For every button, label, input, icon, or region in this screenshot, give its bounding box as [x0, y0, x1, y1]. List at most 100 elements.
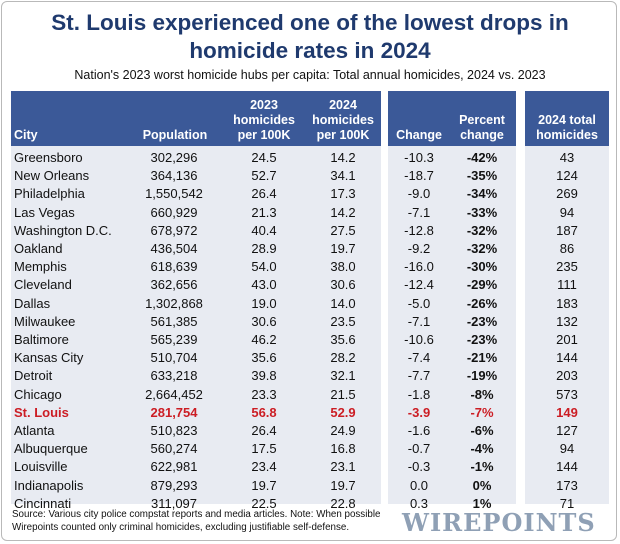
cell-city: Oakland [14, 241, 63, 256]
cell-city: Dallas [14, 295, 51, 311]
source-note: Source: Various city police compstat rep… [12, 509, 381, 533]
cell-population: 510,704 [150, 350, 198, 366]
cell-change: 0.0 [409, 477, 429, 493]
table-row: Kansas City 510,704 35.6 28.2 -7.4 -21% 144 [2, 349, 616, 367]
cell-city: Baltimore [14, 332, 69, 347]
cell-2024-total: 86 [559, 241, 575, 256]
table-row: Washington D.C. 678,972 40.4 27.5 -12.8 -32% 1… [2, 222, 616, 240]
cell-percent-change: -8% [470, 386, 494, 402]
cell-city: Las Vegas [14, 204, 75, 220]
cell-2023-rate: 28.9 [251, 241, 277, 256]
cell-city: Cleveland [14, 277, 72, 293]
table-row-highlighted: St. Louis 281,754 56.8 52.9 -3.9 -7% 149 [2, 404, 616, 422]
cell-2024-rate: 14.0 [330, 295, 356, 311]
cell-city: Kansas City [14, 350, 84, 366]
cell-2024-total: 94 [559, 204, 575, 220]
table-row: Chicago 2,664,452 23.3 21.5 -1.8 -8% 573 [2, 386, 616, 404]
cell-city: Cincinnati [14, 495, 72, 511]
cell-population: 622,981 [150, 459, 198, 475]
cell-2023-rate: 35.6 [251, 350, 277, 366]
cell-2024-rate: 27.5 [330, 222, 356, 238]
cell-percent-change: -29% [466, 277, 498, 293]
band-main [11, 146, 381, 504]
cell-change: -1.8 [407, 386, 431, 402]
col-header-2023-rate: 2023 homicides per 100K [233, 98, 295, 142]
cell-percent-change: -34% [466, 186, 498, 202]
col-header-change: Change [396, 128, 442, 142]
table-row: Cleveland 362,656 43.0 30.6 -12.4 -29% 111 [2, 276, 616, 294]
cell-city: Atlanta [14, 423, 55, 438]
cell-change: -18.7 [404, 168, 434, 184]
cell-change: -10.3 [404, 150, 434, 165]
col-header-2024-rate: 2024 homicides per 100K [312, 98, 374, 142]
cell-change: -0.3 [407, 459, 431, 475]
cell-2024-rate: 23.1 [330, 459, 356, 475]
cell-change: -16.0 [404, 259, 434, 275]
cell-2023-rate: 24.5 [251, 150, 277, 165]
cell-city: Memphis [14, 259, 67, 275]
cell-2024-total: 94 [559, 441, 575, 457]
cell-2024-total: 573 [556, 386, 578, 402]
cell-change: -3.9 [407, 404, 431, 420]
cell-percent-change: -33% [466, 204, 498, 220]
table-row: Oakland 436,504 28.9 19.7 -9.2 -32% 86 [2, 240, 616, 258]
cell-population: 2,664,452 [145, 386, 203, 402]
cell-city: Washington D.C. [14, 222, 112, 238]
cell-2023-rate: 19.7 [251, 477, 277, 493]
cell-percent-change: -26% [466, 295, 498, 311]
cell-2024-total: 71 [559, 495, 575, 511]
table-row: Milwaukee 561,385 30.6 23.5 -7.1 -23% 132 [2, 313, 616, 331]
cell-2024-rate: 14.2 [330, 150, 356, 165]
cell-2024-rate: 30.6 [330, 277, 356, 293]
cell-2023-rate: 17.5 [251, 441, 277, 457]
col-header-city: City [14, 128, 38, 142]
table-row: Philadelphia 1,550,542 26.4 17.3 -9.0 -34% 269 [2, 185, 616, 203]
cell-2024-rate: 19.7 [330, 241, 356, 256]
cell-2024-rate: 22.8 [330, 495, 356, 511]
cell-change: -12.4 [404, 277, 434, 293]
cell-2023-rate: 30.6 [251, 313, 277, 329]
cell-population: 311,097 [150, 495, 198, 511]
cell-2023-rate: 19.0 [251, 295, 277, 311]
cell-2023-rate: 23.3 [251, 386, 277, 402]
cell-population: 633,218 [150, 368, 198, 384]
cell-percent-change: -35% [466, 168, 498, 184]
cell-population: 510,823 [150, 423, 198, 438]
cell-change: -1.6 [407, 423, 431, 438]
cell-2024-total: 201 [556, 332, 578, 347]
cell-2024-total: 183 [556, 295, 578, 311]
cell-2024-rate: 16.8 [330, 441, 356, 457]
col-header-percent-change: Percent change [459, 113, 505, 142]
cell-2024-rate: 23.5 [330, 313, 356, 329]
cell-2024-total: 203 [556, 368, 578, 384]
cell-2024-total: 149 [556, 404, 578, 420]
cell-change: -9.0 [407, 186, 431, 202]
cell-2023-rate: 46.2 [251, 332, 277, 347]
cell-city: Milwaukee [14, 313, 76, 329]
cell-2023-rate: 43.0 [251, 277, 277, 293]
cell-percent-change: -4% [470, 441, 494, 457]
cell-population: 436,504 [150, 241, 198, 256]
wirepoints-logo: WIREPOINTS [402, 508, 596, 537]
cell-city: St. Louis [14, 404, 69, 420]
cell-percent-change: 0% [472, 477, 492, 493]
cell-2024-total: 124 [556, 168, 578, 184]
cell-2024-rate: 34.1 [330, 168, 356, 184]
cell-2024-rate: 32.1 [330, 368, 356, 384]
cell-percent-change: -6% [470, 423, 494, 438]
cell-change: 0.3 [409, 495, 429, 511]
table-row: Las Vegas 660,929 21.3 14.2 -7.1 -33% 94 [2, 204, 616, 222]
cell-population: 281,754 [150, 404, 198, 420]
cell-city: Philadelphia [14, 186, 85, 202]
cell-2024-total: 235 [556, 259, 578, 275]
cell-percent-change: -32% [466, 222, 498, 238]
cell-population: 362,656 [150, 277, 198, 293]
cell-2024-rate: 19.7 [330, 477, 356, 493]
chart-subtitle: Nation's 2023 worst homicide hubs per ca… [74, 68, 546, 82]
cell-2023-rate: 26.4 [251, 186, 277, 202]
table-row: Atlanta 510,823 26.4 24.9 -1.6 -6% 127 [2, 422, 616, 440]
cell-percent-change: -21% [466, 350, 498, 366]
cell-city: Greensboro [14, 150, 83, 165]
cell-population: 561,385 [150, 313, 198, 329]
table-row: Louisville 622,981 23.4 23.1 -0.3 -1% 144 [2, 458, 616, 476]
